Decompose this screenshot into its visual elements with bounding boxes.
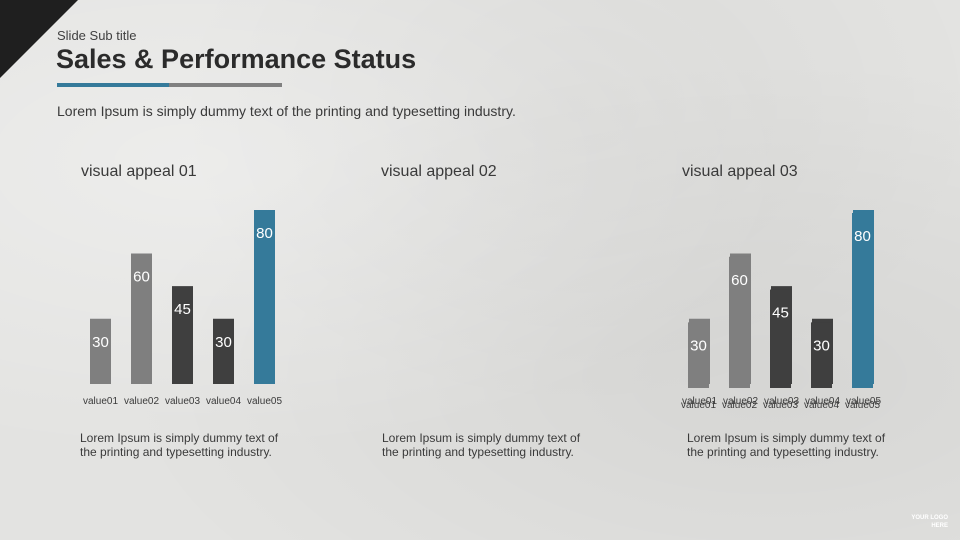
category-label: value02 (723, 396, 758, 407)
bar-chart-2: 30 value01 60 value02 45 value03 30 value04 80 va… (682, 210, 881, 407)
bar-value03 (172, 286, 193, 384)
data-label: 80 (256, 225, 273, 242)
chart-panel-1: visual appeal 01 30 value01 60 value02 45 val… (0, 0, 300, 540)
category-label: value05 (247, 396, 282, 407)
logo-placeholder: YOUR LOGO HERE (911, 515, 948, 529)
chart-panel-3: visual appeal 03 30 value01 60 value02 45 val… (600, 0, 900, 540)
bar-chart-3: 30 value01 60 value02 45 value03 30 value04 80 va… (681, 213, 880, 411)
data-label: 60 (133, 269, 150, 286)
bar-value02 (729, 256, 750, 388)
title-underline (57, 83, 282, 87)
chart-title: visual appeal 03 (682, 163, 798, 180)
chart-panel-2: visual appeal 02 30 value01 60 value02 45 val… (300, 0, 881, 540)
slide-title: Sales & Performance Status (56, 44, 417, 74)
data-label: 30 (92, 334, 109, 351)
data-label: 30 (690, 337, 707, 354)
data-label: 30 (813, 337, 830, 354)
bar-value01 (90, 318, 111, 384)
data-label: 45 (174, 301, 191, 318)
bar-chart-1: 30 value01 60 value02 45 value03 30 value04 80 va… (83, 210, 282, 407)
chart-title: visual appeal 02 (381, 163, 497, 180)
chart-description: Lorem Ipsum is simply dummy text of the … (382, 431, 581, 459)
chart-title: visual appeal 01 (81, 163, 197, 180)
bar-value03 (770, 289, 791, 388)
category-label: value04 (206, 396, 241, 407)
category-label: value04 (805, 396, 840, 407)
data-label: 30 (215, 334, 232, 351)
corner-decoration (0, 0, 78, 78)
bar-value05 (254, 210, 275, 384)
bar-value05 (852, 213, 873, 388)
category-label: value01 (83, 396, 118, 407)
slide-lead-text: Lorem Ipsum is simply dummy text of the … (57, 103, 516, 119)
bar-value04 (213, 318, 234, 384)
chart-description: Lorem Ipsum is simply dummy text of the … (80, 431, 279, 459)
category-label: value02 (722, 400, 757, 411)
bar-value04 (811, 322, 832, 388)
data-label: 45 (772, 305, 789, 322)
category-label: value05 (845, 400, 880, 411)
bar-value02 (131, 253, 152, 384)
category-label: value05 (846, 396, 881, 407)
title-underline-gray (169, 83, 282, 87)
data-label: 80 (854, 228, 871, 245)
slide-subtitle: Slide Sub title (57, 28, 137, 43)
bar-value01 (688, 322, 709, 388)
data-label: 60 (731, 272, 748, 289)
category-label: value01 (681, 400, 716, 411)
category-label: value03 (764, 396, 799, 407)
category-label: value03 (165, 396, 200, 407)
category-label: value01 (682, 396, 717, 407)
chart-description: Lorem Ipsum is simply dummy text of the … (687, 431, 886, 459)
category-label: value04 (804, 400, 839, 411)
category-label: value03 (763, 400, 798, 411)
category-label: value02 (124, 396, 159, 407)
title-underline-accent (57, 83, 169, 87)
